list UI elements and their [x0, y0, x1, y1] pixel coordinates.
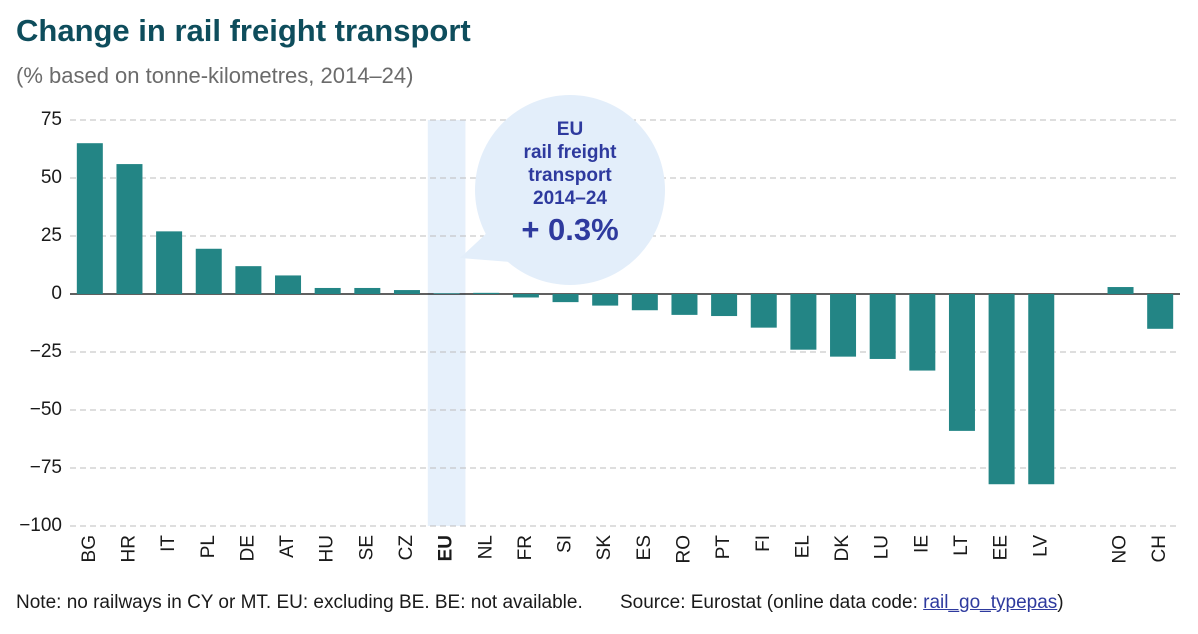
bar [671, 294, 698, 315]
x-tick-label: HU [317, 535, 338, 562]
source: Source: Eurostat (online data code: rail… [620, 592, 1064, 614]
x-tick-label: EU [436, 535, 457, 561]
bar [830, 294, 857, 357]
bar [195, 248, 222, 294]
chart-subtitle: (% based on tonne-kilometres, 2014–24) [16, 63, 413, 88]
x-tick-label: LT [951, 535, 972, 556]
bar [235, 266, 262, 294]
x-tick-label: SK [594, 535, 615, 561]
callout-bubble [460, 230, 510, 262]
x-tick-label: LU [872, 535, 893, 559]
x-tick-label: AT [277, 535, 298, 558]
bar [354, 287, 381, 294]
x-tick-label: IT [158, 535, 179, 552]
source-text: Source: Eurostat (online data code: [620, 592, 924, 613]
x-tick-label: EE [991, 535, 1012, 560]
x-tick-label: BG [79, 535, 100, 562]
x-tick-label: ES [634, 535, 655, 560]
callout-bubble [475, 95, 665, 285]
note: Note: no railways in CY or MT. EU: exclu… [16, 592, 583, 613]
y-tick-label: 25 [41, 225, 62, 246]
x-tick-label: CH [1149, 535, 1170, 562]
y-tick-label: −50 [30, 399, 62, 420]
bar [156, 231, 183, 294]
x-tick-label: FI [753, 535, 774, 552]
callout-text: EU [557, 119, 583, 140]
bar [314, 287, 341, 294]
highlight-band [427, 120, 466, 526]
bar [76, 143, 103, 294]
bar [869, 294, 896, 359]
bar [631, 294, 658, 311]
bar [1107, 287, 1134, 294]
bar [592, 294, 619, 306]
chart-title: Change in rail freight transport [16, 13, 471, 48]
bar [1028, 294, 1055, 485]
y-tick-label: −25 [30, 341, 62, 362]
bar [393, 290, 420, 294]
x-tick-label: RO [673, 535, 694, 564]
bar [116, 164, 143, 294]
y-tick-label: −75 [30, 457, 62, 478]
y-tick-label: 50 [41, 167, 62, 188]
callout-text: transport [528, 165, 612, 186]
x-tick-label: EL [792, 535, 813, 558]
callout-value: + 0.3% [521, 212, 618, 247]
x-tick-label: SE [356, 535, 377, 560]
bar [275, 275, 302, 294]
x-tick-label: DK [832, 535, 853, 562]
bar [790, 294, 817, 350]
callout-text: 2014–24 [533, 188, 607, 209]
x-tick-label: DE [237, 535, 258, 561]
x-tick-label: NL [475, 535, 496, 559]
y-tick-label: 0 [51, 283, 62, 304]
x-tick-label: CZ [396, 535, 417, 561]
x-tick-label: PT [713, 535, 734, 560]
bar [948, 294, 975, 431]
chart: Change in rail freight transport (% base… [16, 13, 1180, 564]
x-tick-label: FR [515, 535, 536, 560]
x-tick-label: IE [911, 535, 932, 553]
source-text: ) [1057, 592, 1064, 613]
bar [512, 294, 539, 298]
bar [433, 293, 460, 294]
source-link[interactable]: rail_go_typepas [923, 592, 1058, 613]
bar [909, 294, 936, 371]
x-tick-label: PL [198, 535, 219, 558]
y-tick-label: 75 [41, 109, 62, 130]
bar [711, 294, 738, 317]
x-tick-label: NO [1110, 535, 1131, 564]
bar [988, 294, 1015, 485]
bar [1147, 294, 1174, 329]
x-tick-label: HR [118, 535, 139, 562]
bar [552, 294, 579, 303]
bar [750, 294, 777, 328]
x-tick-label: SI [555, 535, 576, 553]
bar [473, 292, 500, 294]
callout-text: rail freight [524, 142, 618, 163]
y-tick-label: −100 [19, 515, 62, 536]
x-tick-label: LV [1030, 535, 1051, 557]
